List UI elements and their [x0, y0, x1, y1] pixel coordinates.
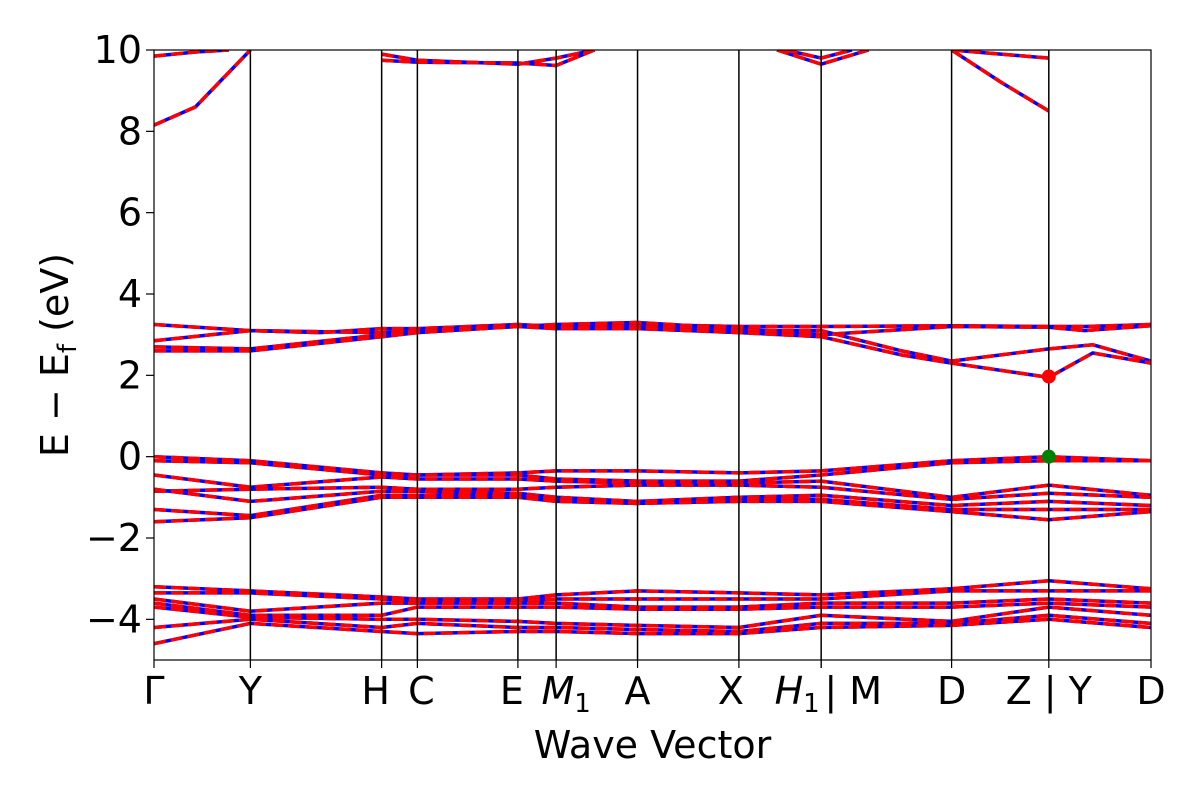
- x-axis-ticks: Γ Y H C E M1 A X H1 | M D Z | Y D: [143, 660, 1166, 719]
- y-tick-label: 10: [94, 28, 142, 72]
- cbm-marker: [1041, 369, 1056, 384]
- kpoint-label: D: [937, 669, 966, 713]
- band-line-spin-up: [154, 495, 1151, 524]
- band-line-spin-up: [154, 597, 1151, 613]
- y-tick-label: −4: [86, 597, 142, 641]
- band-line-spin-up: [154, 617, 1151, 646]
- kpoint-label: X: [718, 669, 744, 713]
- kpoint-label: | M: [824, 669, 882, 714]
- kpoint-label: Y: [238, 669, 263, 713]
- band-line-spin-up: [154, 605, 1151, 630]
- band-lines: [154, 50, 1151, 646]
- band-line-spin-up: [154, 589, 1151, 603]
- y-tick-label: 4: [118, 272, 142, 316]
- kpoint-label: C: [408, 669, 435, 713]
- band-line-spin-up: [154, 578, 1151, 601]
- band-line-spin-up: [776, 50, 870, 67]
- band-line-spin-up: [154, 601, 1151, 618]
- plot-frame: [153, 49, 1152, 661]
- band-line-spin-up: [950, 50, 1050, 113]
- x-axis-label: Wave Vector: [534, 723, 772, 767]
- kpoint-divider-lines: [249, 50, 1050, 660]
- kpoint-label: H1: [775, 669, 820, 719]
- y-tick-label: 8: [118, 109, 142, 153]
- band-line-spin-down: [154, 50, 252, 127]
- y-axis-label: E − Ef (eV): [33, 253, 83, 457]
- band-line-spin-up: [154, 323, 1151, 363]
- band-line-spin-up: [154, 458, 1151, 483]
- band-line-spin-up: [154, 613, 1151, 634]
- kpoint-label: M1: [541, 669, 590, 719]
- band-line-spin-up: [154, 473, 1151, 500]
- kpoint-label: A: [625, 669, 651, 713]
- kpoint-label: H: [361, 669, 390, 713]
- band-line-spin-down: [951, 50, 1049, 60]
- band-line-spin-up: [154, 454, 1151, 477]
- band-line-spin-up: [154, 50, 229, 58]
- band-line-spin-up: [154, 487, 1151, 508]
- y-tick-label: 2: [118, 353, 142, 397]
- y-tick-label: 0: [118, 435, 142, 479]
- vbm-marker: [1041, 449, 1056, 464]
- kpoint-label: E: [500, 669, 524, 713]
- extrema-markers: [1041, 369, 1056, 464]
- y-tick-label: −2: [86, 516, 142, 560]
- kpoint-label: Γ: [143, 669, 164, 713]
- kpoint-label: D: [1136, 669, 1165, 713]
- band-line-spin-up: [154, 324, 1151, 380]
- y-axis-ticks: −4 −2 0 2 4 6 8 10: [86, 28, 154, 641]
- band-line-spin-up: [154, 483, 1151, 502]
- y-tick-label: 6: [118, 191, 142, 235]
- band-line-spin-up: [154, 50, 252, 127]
- kpoint-label: Z | Y: [1006, 669, 1093, 714]
